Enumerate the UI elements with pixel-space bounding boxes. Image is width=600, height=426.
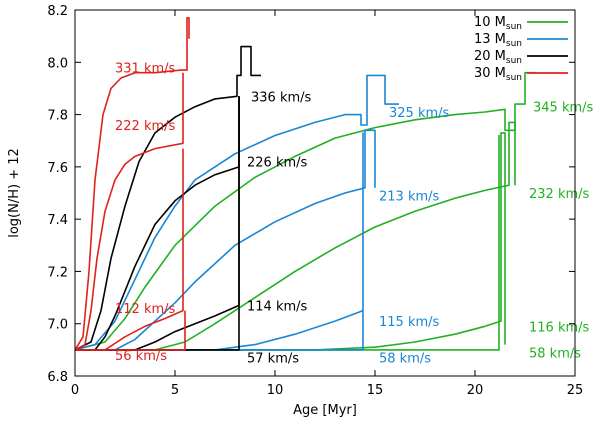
legend-label: 13 Msun <box>474 32 522 49</box>
x-axis-label: Age [Myr] <box>293 403 357 418</box>
series-line <box>75 310 186 351</box>
series-label: 116 km/s <box>529 320 590 335</box>
series-line <box>75 121 516 351</box>
series-label: 222 km/s <box>115 119 176 134</box>
series-label: 345 km/s <box>533 101 594 116</box>
y-tick-label: 7.6 <box>47 161 68 176</box>
x-tick-label: 0 <box>71 383 79 398</box>
series-line <box>75 96 240 351</box>
y-tick-label: 7.2 <box>47 265 68 280</box>
series-line <box>74 45 261 351</box>
series-label: 57 km/s <box>247 352 299 367</box>
series-label: 115 km/s <box>379 315 440 330</box>
series-label: 114 km/s <box>247 299 308 314</box>
y-tick-label: 7.0 <box>47 318 68 333</box>
series-label: 58 km/s <box>379 352 431 367</box>
legend-label: 30 Msun <box>474 66 522 83</box>
y-tick-label: 6.8 <box>47 370 68 385</box>
series-label: 213 km/s <box>379 190 440 205</box>
series-lines <box>74 16 535 351</box>
series-label: 56 km/s <box>115 349 167 364</box>
series-line <box>75 132 364 351</box>
x-tick-label: 20 <box>467 383 484 398</box>
plot-frame <box>74 9 576 377</box>
series-label: 58 km/s <box>529 346 581 361</box>
y-tick-label: 7.8 <box>47 109 68 124</box>
y-tick-label: 7.4 <box>47 213 68 228</box>
series-line <box>74 72 184 351</box>
legend-label: 20 Msun <box>474 49 522 66</box>
y-tick-label: 8.0 <box>47 56 68 71</box>
series-line <box>75 132 506 351</box>
y-axis-label: log(N/H) + 12 <box>7 148 22 238</box>
series-label: 112 km/s <box>115 302 176 317</box>
series-label: 226 km/s <box>247 156 308 171</box>
series-label: 336 km/s <box>251 90 312 105</box>
x-tick-label: 10 <box>267 383 284 398</box>
series-label: 325 km/s <box>389 106 450 121</box>
series-labels: 345 km/s 232 km/s 116 km/s 58 km/s 325 km/s 2… <box>115 62 594 367</box>
x-tick-label: 5 <box>171 383 179 398</box>
series-line <box>75 129 376 351</box>
legend-label: 10 Msun <box>474 15 522 32</box>
x-tick-label: 15 <box>367 383 384 398</box>
tick-labels: 0 5 10 15 20 25 6.8 7.0 7.2 7.4 7.6 7.8 8.0 8.2 <box>47 4 583 398</box>
series-line <box>74 71 535 351</box>
series-line <box>74 74 399 351</box>
x-tick-label: 25 <box>567 383 584 398</box>
series-label: 331 km/s <box>115 62 176 77</box>
y-tick-label: 8.2 <box>47 4 68 19</box>
series-line <box>74 16 190 351</box>
series-label: 232 km/s <box>529 187 590 202</box>
